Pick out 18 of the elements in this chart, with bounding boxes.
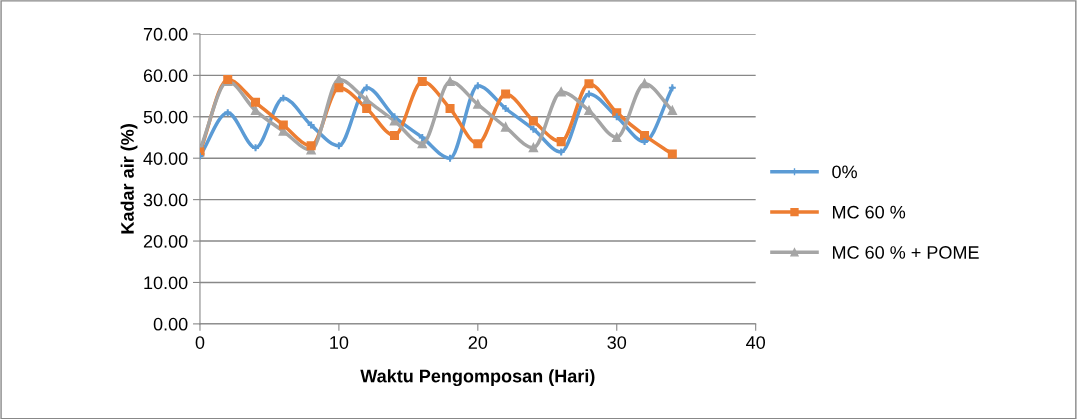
y-tick-label: 50.00 bbox=[143, 110, 188, 124]
y-tick-label: 70.00 bbox=[143, 27, 188, 41]
x-tick-label: 20 bbox=[468, 336, 488, 349]
y-tick-label: 40.00 bbox=[143, 152, 188, 165]
x-tick-label: 40 bbox=[746, 336, 766, 349]
y-tick-label: 60.00 bbox=[143, 69, 188, 83]
x-tick-label: 30 bbox=[607, 336, 627, 349]
legend-label: MC 60 % bbox=[832, 205, 906, 219]
y-tick-label: 0.00 bbox=[153, 317, 188, 331]
legend-label: MC 60 % + POME bbox=[832, 246, 979, 259]
y-tick-label: 30.00 bbox=[143, 193, 188, 207]
y-axis-title: Kadar air (%) bbox=[120, 124, 138, 234]
x-axis-title: Waktu Pengomposan (Hari) bbox=[360, 369, 595, 387]
x-tick-label: 0 bbox=[195, 336, 205, 349]
legend-label: 0% bbox=[832, 165, 857, 179]
x-tick-label: 10 bbox=[330, 336, 349, 349]
y-tick-label: 10.00 bbox=[144, 276, 188, 290]
y-tick-label: 20.00 bbox=[143, 234, 188, 248]
